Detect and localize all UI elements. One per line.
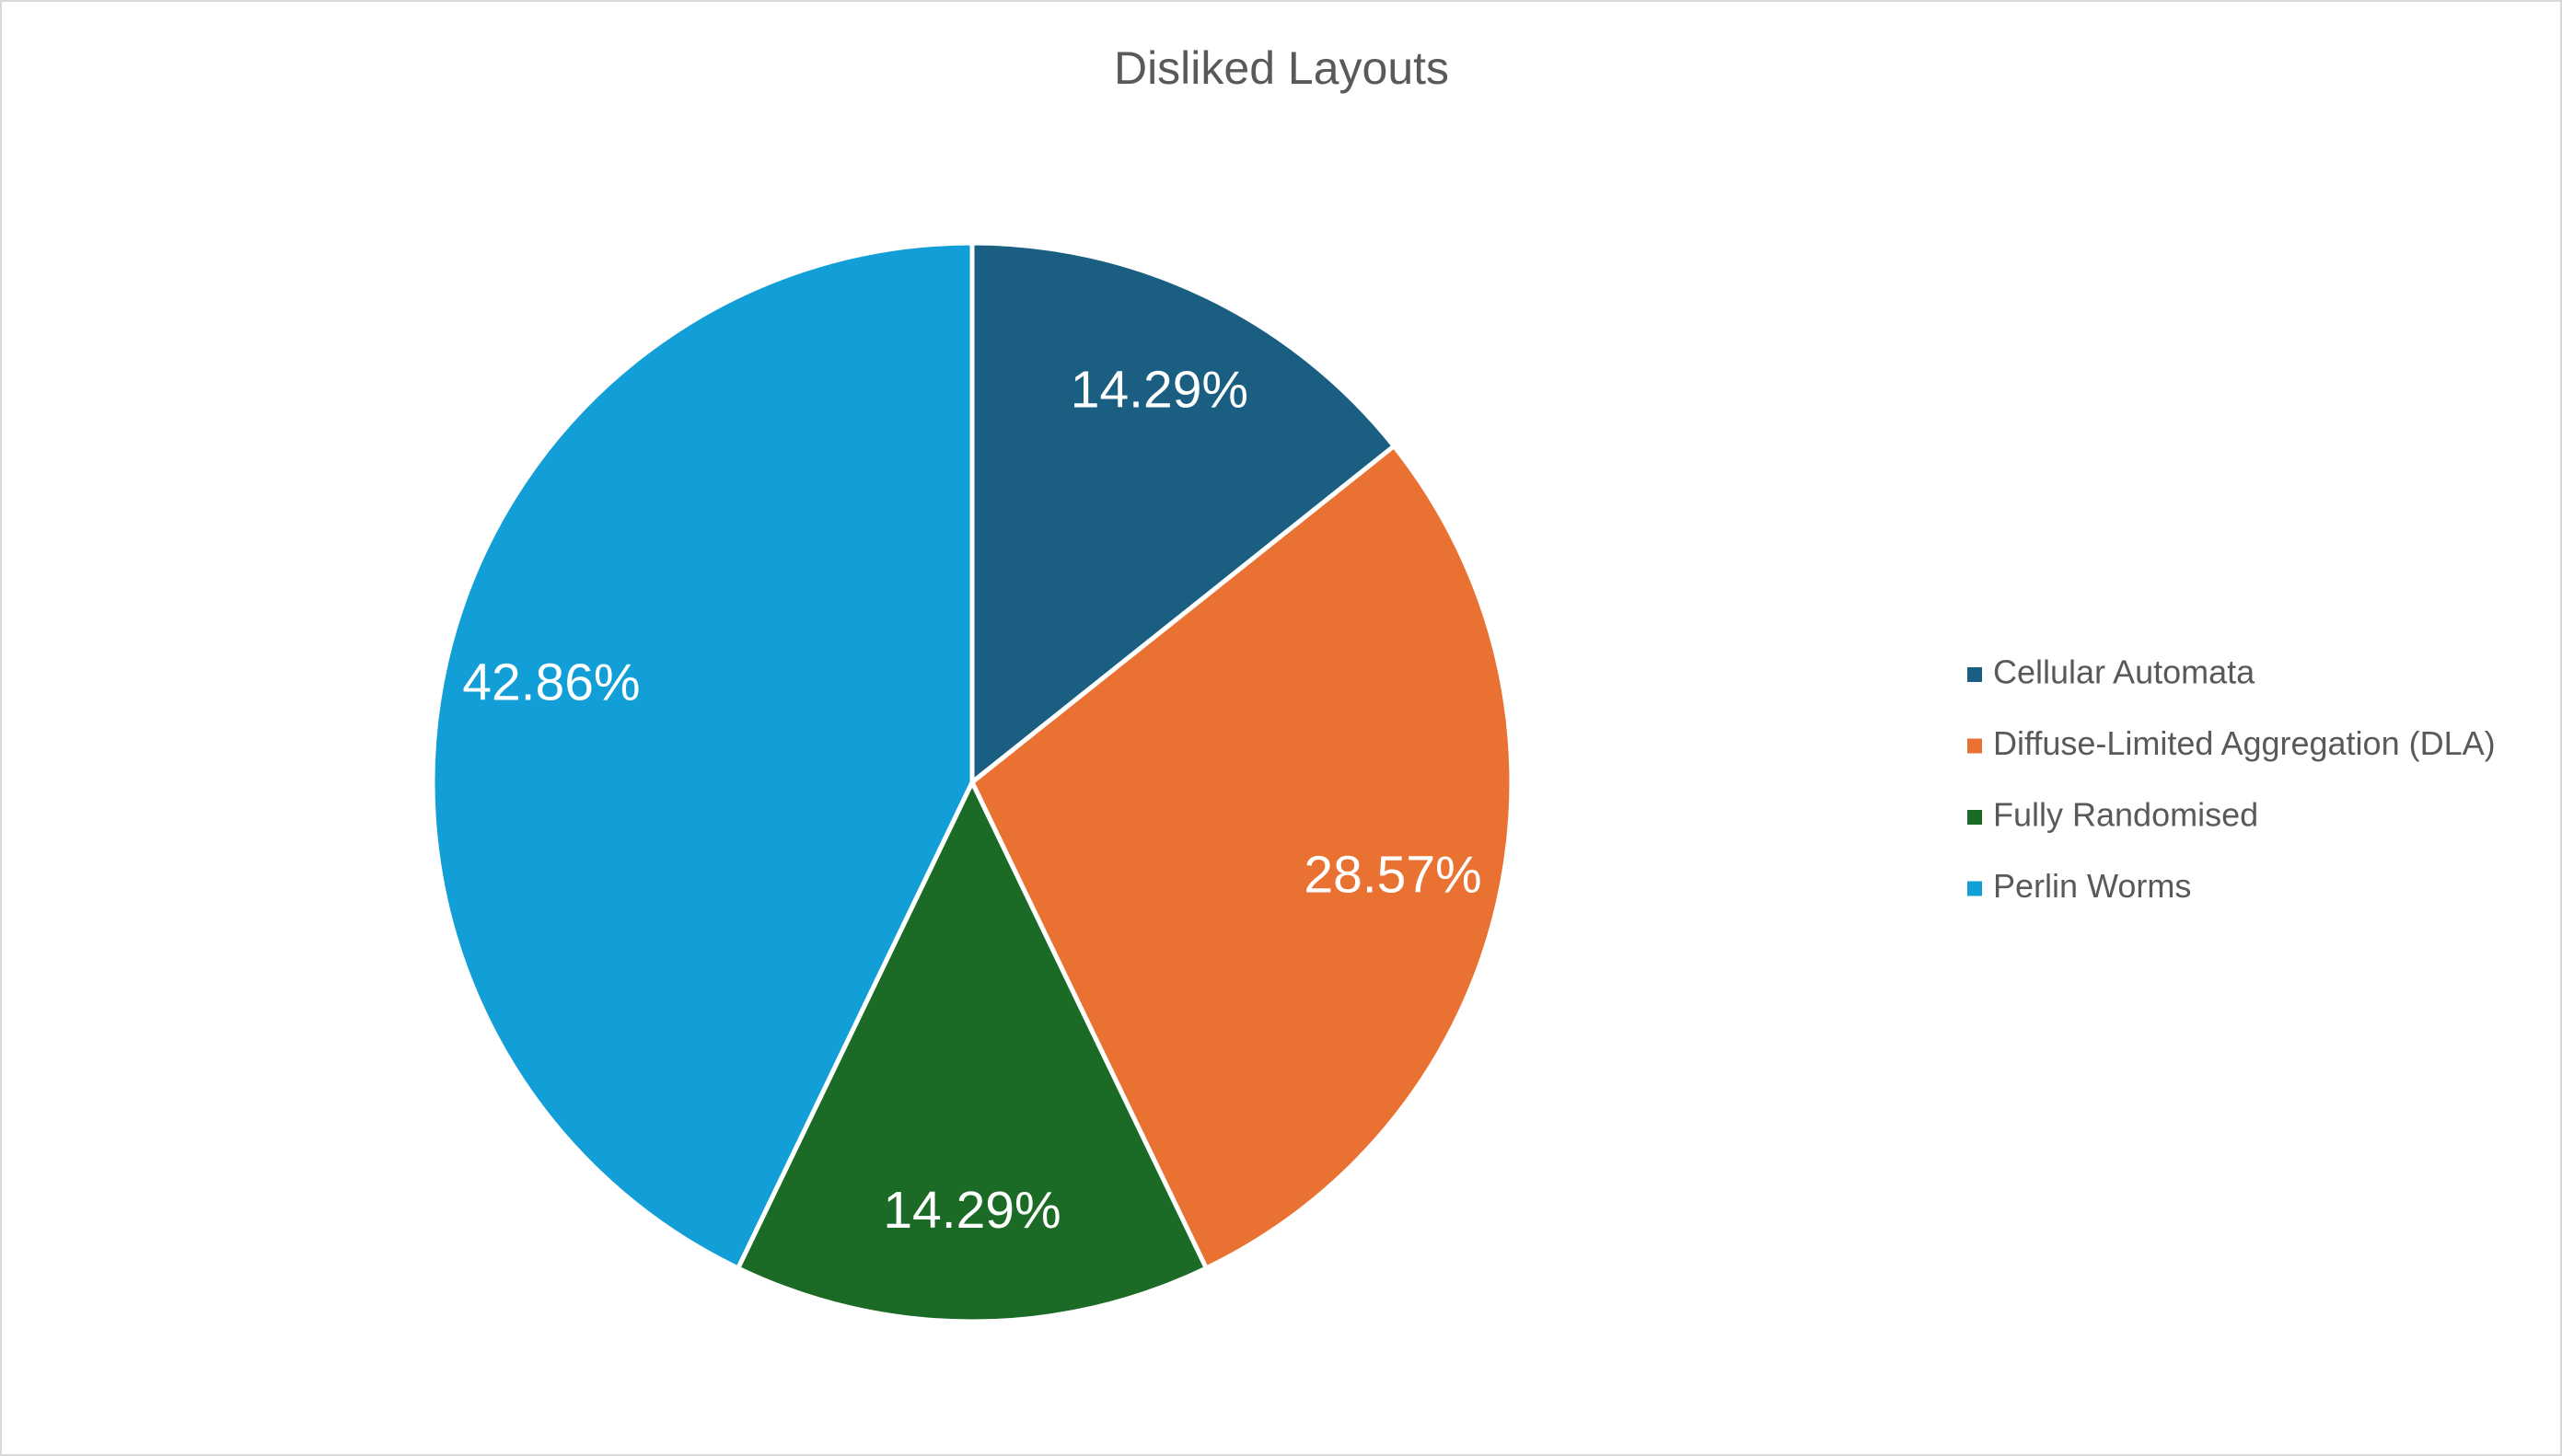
data-label: 14.29% — [1071, 361, 1248, 420]
legend-swatch — [1967, 667, 1982, 682]
chart-title: Disliked Layouts — [1114, 42, 1449, 94]
data-label: 14.29% — [883, 1181, 1061, 1240]
legend-label: Cellular Automata — [1993, 653, 2255, 691]
pie-slice — [735, 777, 1210, 1324]
pie-slice — [968, 443, 1514, 1272]
data-label: 28.57% — [1304, 845, 1481, 904]
data-label: 42.86% — [462, 653, 640, 712]
legend-swatch — [1967, 810, 1982, 825]
legend-label: Diffuse-Limited Aggregation (DLA) — [1993, 724, 2496, 762]
pie-slice — [430, 240, 975, 1272]
legend-swatch — [1967, 881, 1982, 896]
legend-label: Fully Randomised — [1993, 796, 2258, 834]
legend-swatch — [1967, 738, 1982, 754]
pie-slice — [969, 240, 1397, 788]
legend-label: Perlin Worms — [1993, 867, 2191, 905]
